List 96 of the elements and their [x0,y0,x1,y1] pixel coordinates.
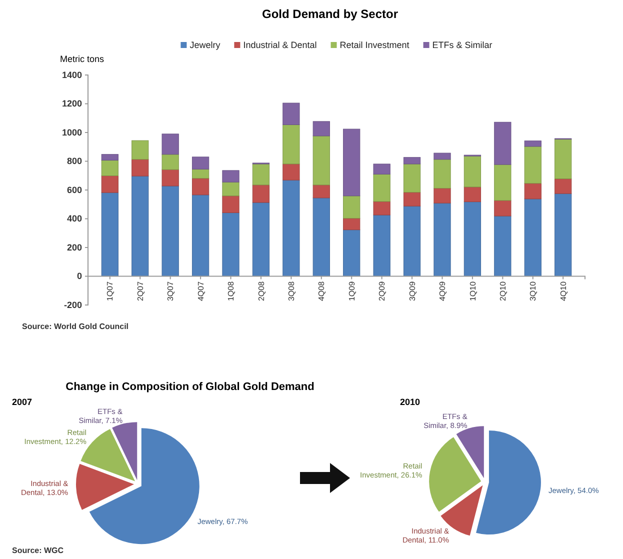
chart-title: Change in Composition of Global Gold Demand [66,381,314,393]
legend-label: Retail Investment [340,40,410,50]
bar [101,160,118,176]
y-tick-label: 600 [66,184,82,195]
source-note: Source: WGC [12,546,64,555]
chart-title: Gold Demand by Sector [262,7,398,21]
bar [403,192,421,206]
bar [101,192,118,276]
bar [464,202,482,276]
bar [554,178,572,194]
bar [282,164,300,180]
bar [524,198,542,276]
x-tick-label: 2Q07 [136,280,145,302]
bar [373,164,390,174]
x-tick-label: 1Q07 [106,280,115,302]
x-tick-label: 4Q08 [317,280,326,302]
x-tick-label: 2Q10 [498,280,508,302]
bar [434,159,451,189]
y-axis-title: Metric tons [60,54,105,64]
bar [373,174,390,202]
x-tick-label: 3Q07 [166,280,176,302]
bar [312,121,330,136]
x-tick-label: 3Q10 [528,280,538,302]
x-tick-label: 1Q09 [347,280,356,302]
legend-label: Industrial & Dental [243,40,317,50]
chart-title: 2010 [400,397,420,407]
bar [132,176,149,276]
bar [222,212,240,276]
x-tick-label: 1Q10 [468,280,478,302]
bar [343,128,360,196]
bar [252,202,270,276]
x-tick-label: 2Q09 [378,280,387,302]
bar [434,152,451,160]
bar [282,102,300,125]
bar [222,196,240,213]
bar [464,156,482,188]
bar [464,186,482,202]
source-note: Source: World Gold Council [22,322,129,331]
bar [434,202,451,276]
bar [192,178,210,196]
x-tick-label: 1Q08 [226,280,236,302]
bar [343,230,360,276]
bar [162,134,179,155]
bar [524,146,542,184]
x-tick-label: 3Q08 [286,280,296,302]
bar [524,183,542,200]
bar [343,196,360,219]
bar [222,170,240,182]
y-tick-label: 800 [66,156,82,166]
y-tick-label: 0 [76,271,82,282]
bar [282,180,300,276]
legend-label: ETFs & Similar [432,40,492,50]
bar [192,168,210,179]
bar [162,169,179,186]
bar [494,122,512,165]
y-tick-label: 1400 [62,70,82,80]
bar [554,193,572,276]
y-tick-label: 200 [66,242,82,252]
x-tick-label: 4Q10 [558,280,568,302]
y-tick-label: 1200 [62,98,82,109]
bar [343,218,360,230]
x-tick-label: 4Q07 [196,280,206,302]
bar [101,154,118,160]
x-tick-label: 4Q09 [438,280,448,302]
y-tick-label: 1000 [62,127,82,138]
bar [192,156,210,170]
x-tick-label: 3Q09 [408,280,417,302]
bar [494,216,512,276]
bar [312,198,330,276]
bar [554,139,572,180]
bar [222,182,240,196]
x-tick-label: 2Q08 [256,280,266,302]
bar [524,140,542,147]
bar [282,124,300,164]
bar [312,184,330,198]
bar [373,201,390,216]
bar [403,206,421,276]
chart-subtitle: 2007 [12,397,32,407]
bar [403,157,421,164]
bar [132,140,149,160]
bar [162,186,179,276]
bar [252,164,270,186]
bar [403,164,421,193]
bar [434,188,451,204]
y-tick-label: -200 [64,300,82,310]
bar [494,200,512,216]
bar [252,184,270,203]
bar [101,176,118,193]
bar [192,194,210,276]
bar [312,136,330,186]
bar [132,159,149,176]
bar [494,164,512,201]
y-tick-label: 400 [66,214,82,224]
legend-label: Jewelry [190,40,221,50]
bar [162,154,179,170]
bar [373,214,390,276]
